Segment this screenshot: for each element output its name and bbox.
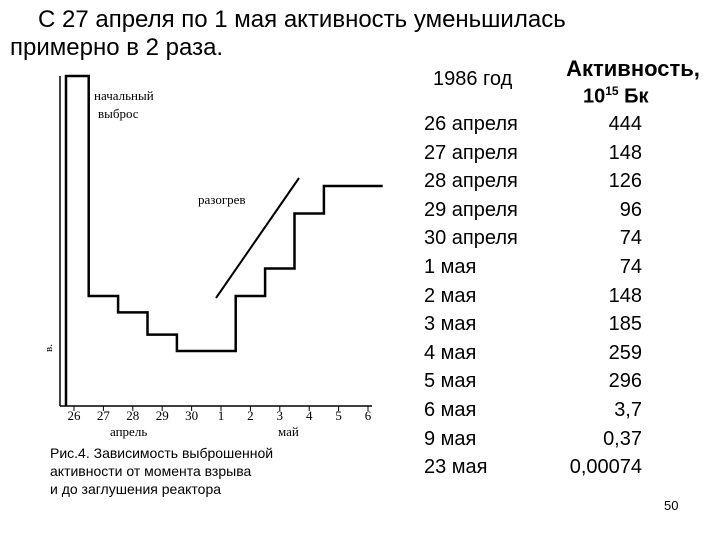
table-row: 6 мая 3,7 [424,399,704,428]
row-date: 30 апреля [424,227,518,250]
x-tick-label: 1 [218,408,225,423]
title-line-2: примерно в 2 раза. [10,34,224,61]
activity-chart: 26 27 28 29 30 1 2 3 4 5 6 начальный выброс разогр… [43,74,383,439]
row-activity-value: 259 [608,341,642,364]
row-activity-value: 0,00074 [569,456,642,479]
table-row: 9 мая 0,37 [424,428,704,457]
x-tick-label: 2 [247,408,254,423]
unit-suffix: Бк [618,85,649,108]
row-date: 5 мая [424,370,477,393]
row-date: 23 мая [424,456,488,479]
table-row: 28 апреля 126 [424,170,704,199]
table-row: 29 апреля 96 [424,199,704,228]
slide-title: С 27 апреля по 1 мая активность уменьшил… [10,6,715,62]
row-activity-value: 3,7 [614,398,642,421]
row-date: 2 мая [424,284,477,307]
x-tick-label: 29 [156,408,169,423]
table-row: 3 мая 185 [424,313,704,342]
x-axis-ticks [73,406,369,411]
table-header-unit: 1015 Бк [583,84,649,109]
row-activity-value: 0,37 [603,427,642,450]
activity-curve [64,74,383,406]
label-initial-release-1: начальный [94,88,154,103]
label-initial-release-2: выброс [98,106,139,121]
x-tick-label: 26 [68,408,82,423]
caption-line-3: и до заглушения реактора [50,481,222,497]
row-date: 26 апреля [424,113,518,135]
table-row: 1 мая 74 [424,256,704,285]
activity-table: 26 апреля 444 27 апреля 148 28 апреля 126 29 а… [424,113,704,485]
row-activity-value: 74 [619,227,642,250]
unit-base: 10 [583,85,606,108]
heating-trend-line [215,177,300,299]
caption-line-2: активности от момента взрыва [50,463,252,479]
row-date: 27 апреля [424,141,518,164]
table-row: 2 мая 148 [424,285,704,314]
figure-caption: Рис.4. Зависимость выброшенной активност… [50,444,380,498]
x-tick-label: 3 [277,408,284,423]
row-date: 6 мая [424,398,477,421]
row-date: 3 мая [424,313,477,336]
table-header-activity: Активность, [566,56,700,81]
row-date: 1 мая [424,255,477,278]
row-activity-value: 126 [608,170,642,193]
caption-line-1: Рис.4. Зависимость выброшенной [50,445,274,461]
table-row: 30 апреля 74 [424,227,704,256]
table-row: 23 мая 0,00074 [424,456,704,485]
x-month-may: май [278,424,299,439]
activity-figure: 26 27 28 29 30 1 2 3 4 5 6 начальный выброс разогр… [40,70,390,510]
table-row: 4 мая 259 [424,342,704,371]
table-row: 5 мая 296 [424,370,704,399]
x-tick-label: 30 [185,408,198,423]
table-row: 27 апреля 148 [424,142,704,171]
row-date: 9 мая [424,427,477,450]
x-tick-label: 28 [126,408,139,423]
row-date: 4 мая [424,341,477,364]
row-date: 29 апреля [424,198,518,221]
table-row: 26 апреля 444 [424,113,704,142]
row-date: 28 апреля [424,170,518,193]
x-axis-tick-labels: 26 27 28 29 30 1 2 3 4 5 6 [68,408,372,423]
row-activity-value: 296 [608,370,642,393]
row-activity-value: 148 [608,141,642,164]
title-line-1: С 27 апреля по 1 мая активность уменьшил… [38,6,566,33]
x-month-april: апрель [110,424,147,439]
row-activity-value: 148 [608,284,642,307]
page-number: 50 [664,498,679,513]
row-activity-value: 74 [619,255,642,278]
row-activity-value: 185 [608,313,642,336]
row-activity-value: 444 [608,113,642,135]
unit-exponent: 15 [605,84,619,98]
x-tick-label: 4 [306,408,313,423]
x-tick-label: 5 [335,408,342,423]
table-header-year: 1986 год [433,68,513,90]
y-axis-label: в. [43,344,55,352]
row-activity-value: 96 [619,198,642,221]
x-tick-label: 6 [365,408,372,423]
x-tick-label: 27 [97,408,111,423]
label-heating: разогрев [198,192,246,207]
